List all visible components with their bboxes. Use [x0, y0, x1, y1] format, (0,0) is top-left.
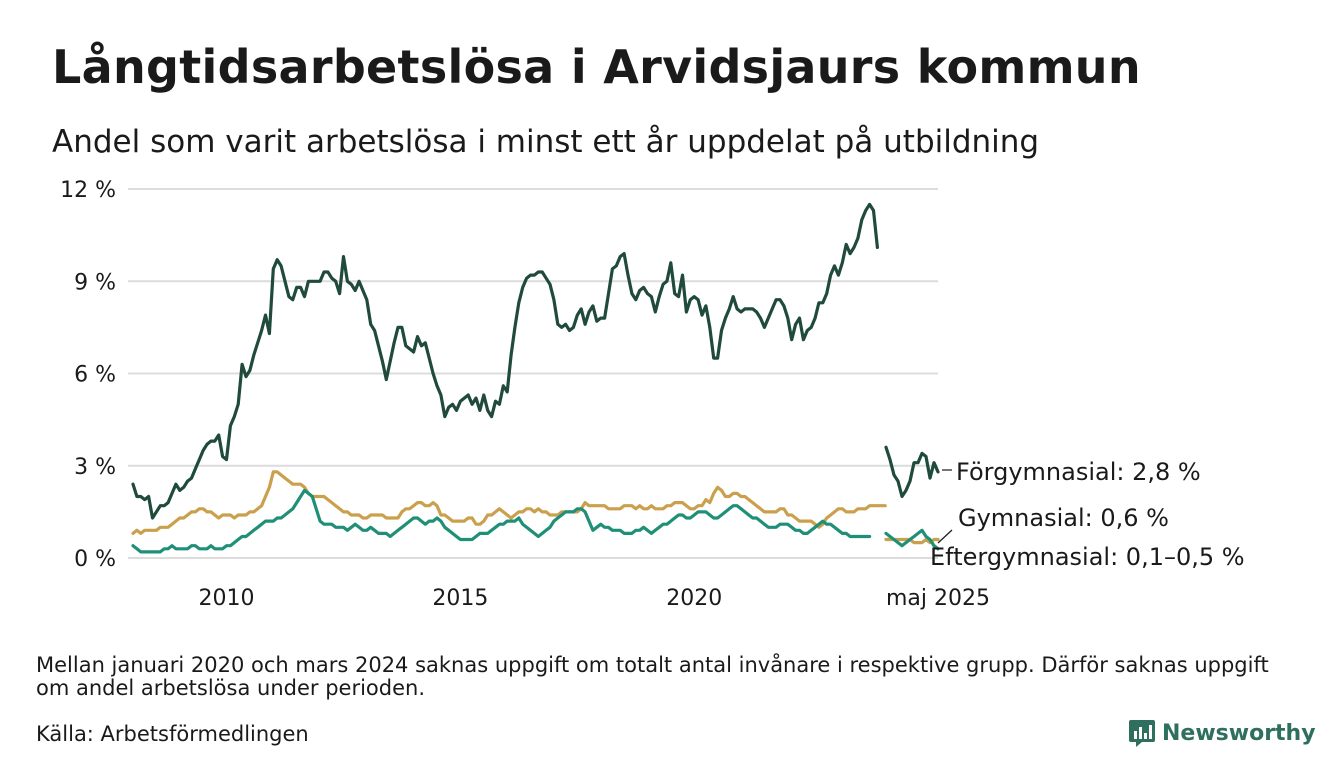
series-label-gymnasial: Gymnasial: 0,6 %: [958, 504, 1169, 532]
footnote: Mellan januari 2020 och mars 2024 saknas…: [36, 653, 1269, 700]
series-line-förgymnasial: [884, 445, 940, 499]
series-labels: Förgymnasial: 2,8 % Gymnasial: 0,6 % Efter…: [930, 458, 1245, 571]
x-axis: 2010 2015 2020 maj 2025: [199, 586, 990, 611]
brand-name: Newsworthy: [1162, 720, 1316, 746]
label-leader-line: [937, 529, 953, 544]
series-line-förgymnasial: [131, 202, 880, 520]
series-label-eftergymnasial: Eftergymnasial: 0,1–0,5 %: [930, 543, 1245, 571]
y-axis: 0 % 3 % 6 % 9 % 12 %: [60, 178, 116, 572]
chart-subtitle: Andel som varit arbetslösa i minst ett å…: [52, 124, 1040, 160]
chart-title: Långtidsarbetslösa i Arvidsjaurs kommun: [52, 40, 1141, 94]
x-tick-label: maj 2025: [886, 586, 990, 611]
series-label-förgymnasial: Förgymnasial: 2,8 %: [956, 458, 1201, 486]
bar-chart-icon: [1129, 720, 1155, 747]
series-line-eftergymnasial: [131, 488, 872, 554]
series-lines: [131, 202, 940, 554]
y-tick-label: 12 %: [60, 178, 116, 203]
newsworthy-logo[interactable]: Newsworthy: [1128, 718, 1316, 748]
x-tick-label: 2015: [432, 586, 488, 611]
series-line-eftergymnasial: [884, 528, 940, 551]
y-tick-label: 3 %: [74, 455, 116, 480]
x-tick-label: 2010: [199, 586, 255, 611]
grid-lines: [128, 188, 938, 559]
x-tick-label: 2020: [666, 586, 722, 611]
series-line-gymnasial: [131, 470, 887, 536]
y-tick-label: 9 %: [74, 270, 116, 295]
source-note: Källa: Arbetsförmedlingen: [36, 722, 309, 746]
y-tick-label: 0 %: [74, 547, 116, 572]
line-chart: 0 % 3 % 6 % 9 % 12 % 2010 2015 2020 maj 2025 Fö…: [60, 178, 1245, 611]
y-tick-label: 6 %: [74, 363, 116, 388]
